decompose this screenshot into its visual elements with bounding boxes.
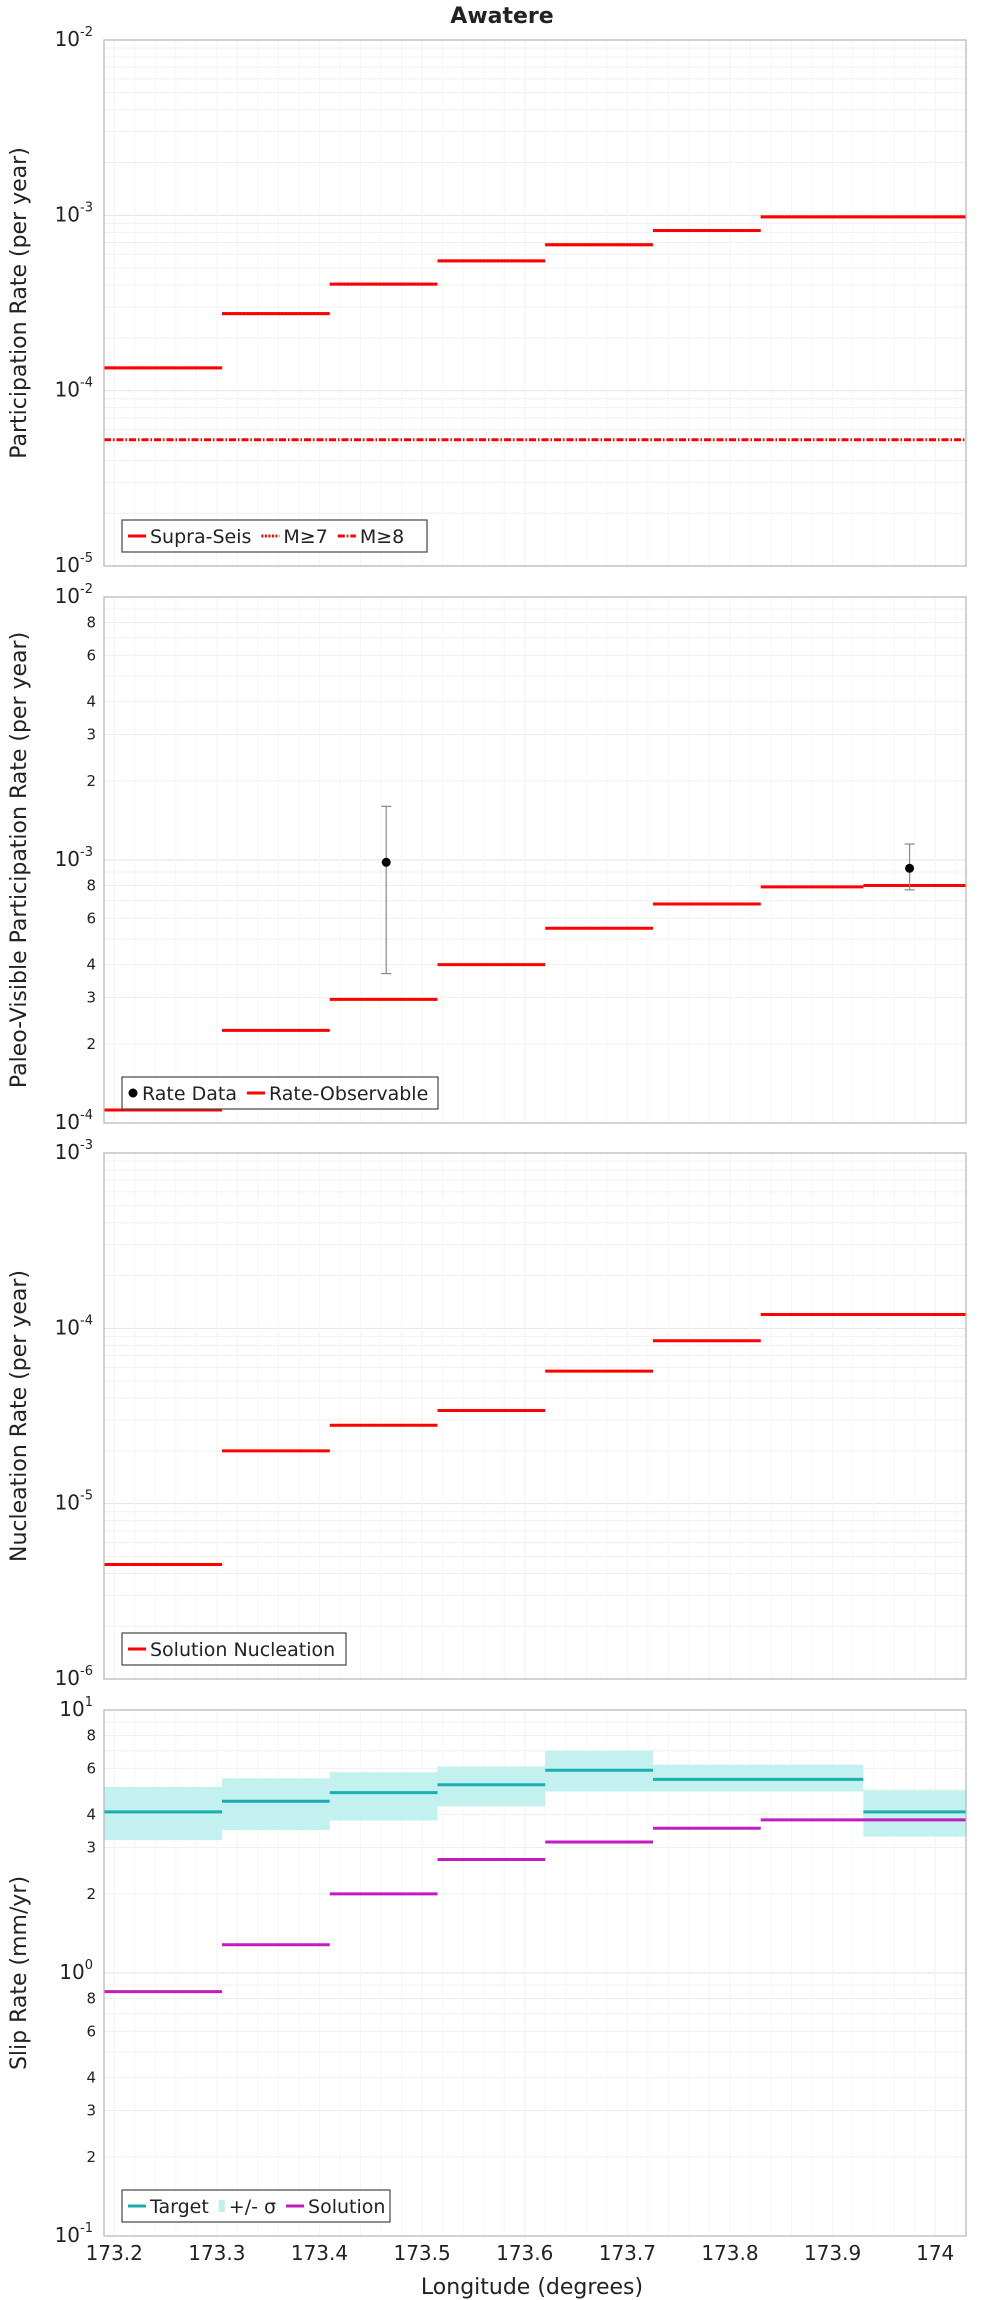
y-tick-label: 3 — [86, 1839, 96, 1857]
y-tick-label: 10-2 — [55, 582, 93, 608]
plot-area — [104, 40, 966, 566]
data-point — [381, 857, 391, 867]
plot-frame — [103, 1152, 967, 1680]
sigma-band — [329, 1772, 438, 1821]
chart-panel-4: 2 3 4 6 8 2 3 4 6 8 10-1 100 101 Slip Rate (mm/yr) Tar… — [7, 1695, 967, 2265]
y-axis-label: Slip Rate (mm/yr) — [7, 1876, 32, 2070]
legend-box — [121, 519, 428, 553]
y-tick-label: 4 — [86, 2069, 96, 2087]
y-tick-label: 8 — [86, 1726, 96, 1744]
plot-frame — [103, 1709, 967, 2237]
sigma-band — [863, 1790, 966, 1837]
x-tick-label: 173.6 — [496, 2241, 553, 2265]
legend-label: Rate Data — [142, 1083, 237, 1105]
legend-marker — [128, 1088, 138, 1098]
y-tick-label: 100 — [59, 1958, 93, 1984]
y-tick-label: 4 — [86, 693, 96, 711]
y-tick-label: 3 — [86, 2102, 96, 2120]
y-tick-label: 8 — [86, 613, 96, 631]
y-tick-label: 10-3 — [55, 200, 93, 226]
y-tick-label: 4 — [86, 1806, 96, 1824]
y-tick-label: 4 — [86, 956, 96, 974]
plot-frame — [103, 39, 967, 567]
x-axis-label: Longitude (degrees) — [421, 2275, 643, 2300]
y-axis-label: Participation Rate (per year) — [7, 147, 32, 459]
legend: Solution Nucleation — [121, 1632, 347, 1666]
x-tick-label: 174 — [916, 2241, 954, 2265]
chart-panels: 10-5 10-4 10-3 10-2 Participation Rate (per … — [7, 25, 967, 2265]
legend: Target +/- σ Solution — [121, 2189, 391, 2223]
y-tick-label: 10-3 — [55, 845, 93, 871]
data-point — [905, 863, 915, 873]
y-tick-label: 2 — [86, 1035, 96, 1053]
x-tick-label: 173.8 — [701, 2241, 758, 2265]
legend-label: Target — [149, 2196, 209, 2218]
plot-frame — [103, 596, 967, 1124]
y-tick-label: 6 — [86, 646, 96, 664]
legend-label: Supra-Seis — [150, 526, 251, 548]
legend-label: M≥7 — [283, 526, 327, 548]
y-axis-label: Paleo-Visible Participation Rate (per ye… — [7, 632, 32, 1088]
y-tick-label: 2 — [86, 1885, 96, 1903]
plot-area — [104, 1153, 966, 1679]
x-tick-label: 173.4 — [291, 2241, 348, 2265]
y-tick-label: 10-3 — [55, 1138, 93, 1164]
x-tick-label: 173.5 — [393, 2241, 450, 2265]
legend-marker — [218, 2200, 225, 2212]
chart-panel-1: 10-5 10-4 10-3 10-2 Participation Rate (per … — [7, 25, 967, 577]
y-tick-label: 6 — [86, 2022, 96, 2040]
x-tick-label: 173.9 — [804, 2241, 861, 2265]
legend: Rate Data Rate-Observable — [121, 1076, 439, 1110]
y-tick-label: 3 — [86, 989, 96, 1007]
y-tick-label: 6 — [86, 1759, 96, 1777]
y-tick-label: 2 — [86, 772, 96, 790]
y-tick-label: 6 — [86, 909, 96, 927]
chart-panel-3: 10-6 10-5 10-4 10-3 Nucleation Rate (per yea… — [7, 1138, 967, 1690]
y-tick-label: 10-6 — [55, 1664, 93, 1690]
sigma-band — [437, 1766, 546, 1807]
sigma-band — [104, 1786, 223, 1841]
y-axis-label: Nucleation Rate (per year) — [7, 1270, 32, 1562]
y-tick-label: 10-4 — [55, 1108, 93, 1134]
y-tick-label: 10-2 — [55, 25, 93, 51]
y-tick-label: 101 — [59, 1695, 93, 1721]
legend-label: M≥8 — [360, 526, 404, 548]
legend: Supra-Seis M≥7 M≥8 — [121, 519, 428, 553]
y-tick-label: 3 — [86, 726, 96, 744]
chart-title: Awatere — [450, 4, 553, 29]
y-tick-label: 2 — [86, 2148, 96, 2166]
sigma-band — [222, 1778, 330, 1830]
x-tick-label: 173.2 — [86, 2241, 143, 2265]
y-tick-label: 10-5 — [55, 551, 93, 577]
legend-box — [121, 1076, 439, 1110]
legend-label: +/- σ — [229, 2196, 276, 2218]
x-tick-label: 173.7 — [599, 2241, 656, 2265]
legend-label: Solution — [308, 2196, 385, 2218]
y-tick-label: 8 — [86, 1989, 96, 2007]
y-tick-label: 10-1 — [55, 2221, 93, 2247]
x-tick-label: 173.3 — [188, 2241, 245, 2265]
y-tick-label: 10-4 — [55, 1313, 93, 1339]
legend-label: Solution Nucleation — [150, 1639, 335, 1661]
chart-panel-2: 2 3 4 6 8 2 3 4 6 8 10-4 10-3 10-2 Paleo-Visible Part… — [7, 582, 967, 1134]
legend-label: Rate-Observable — [269, 1083, 428, 1105]
legend-box — [121, 2189, 391, 2223]
legend-box — [121, 1632, 347, 1666]
y-tick-label: 10-4 — [55, 376, 93, 402]
y-tick-label: 10-5 — [55, 1489, 93, 1515]
y-tick-label: 8 — [86, 876, 96, 894]
